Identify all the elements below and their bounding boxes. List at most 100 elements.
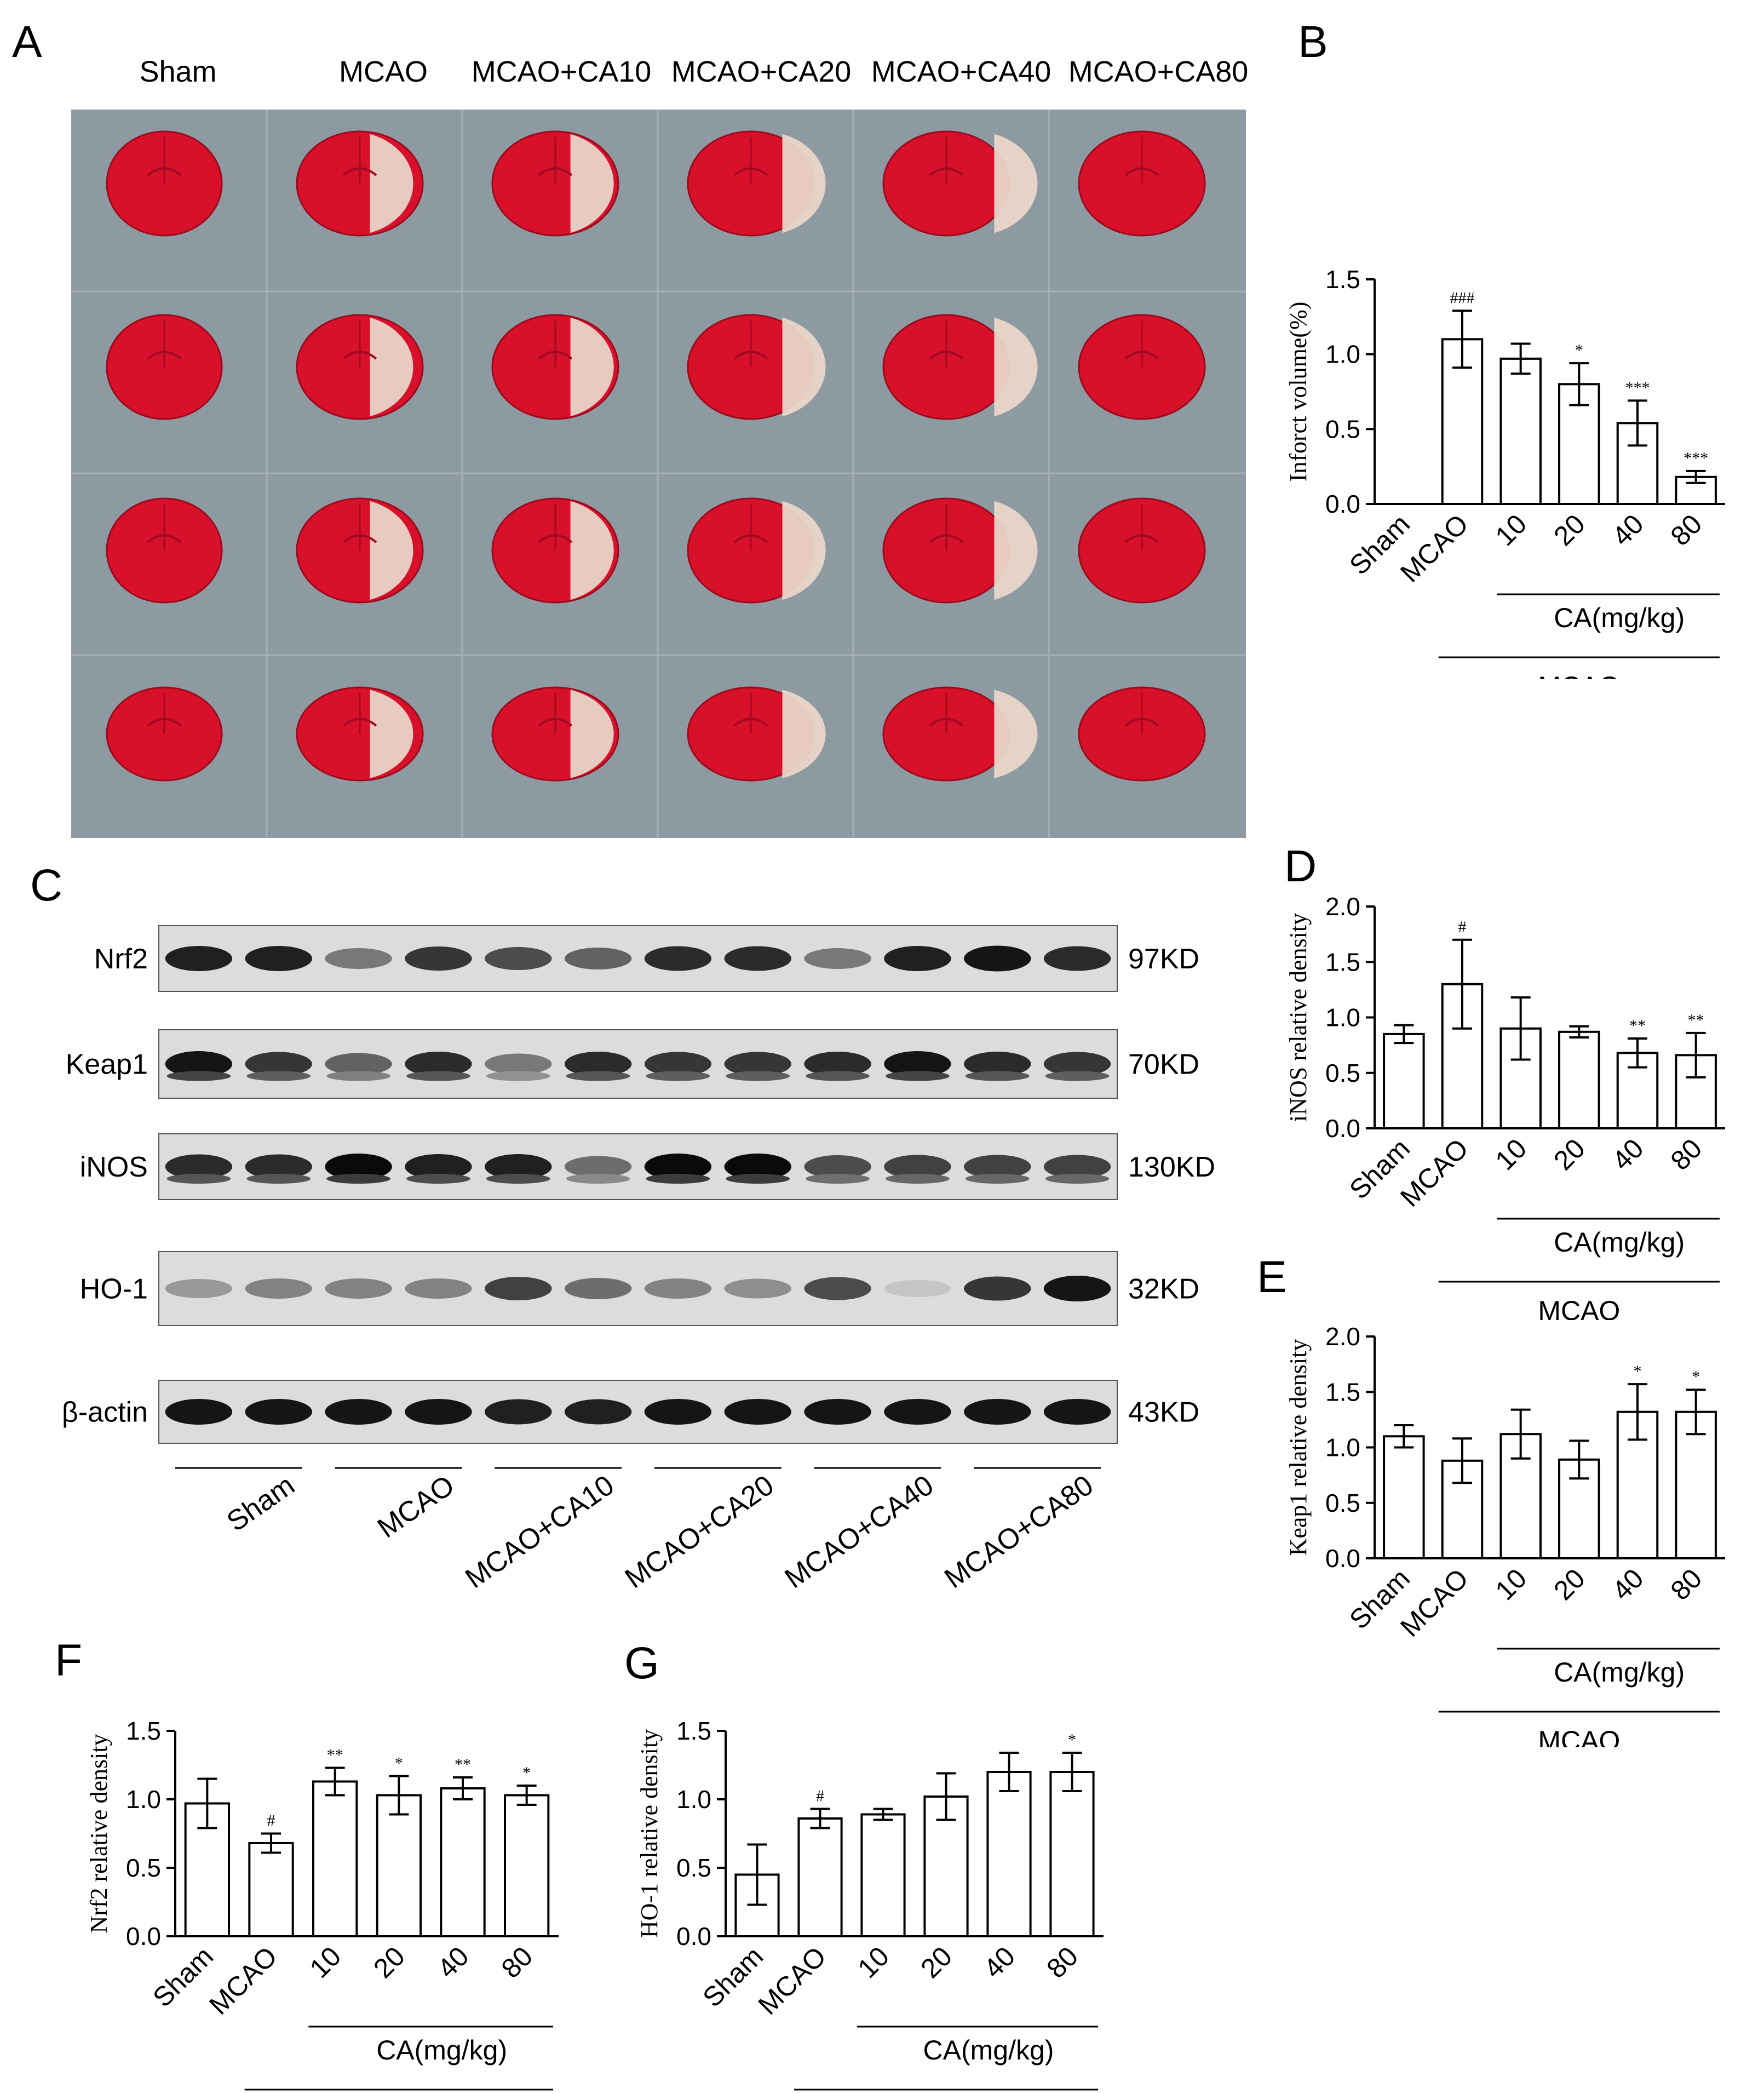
x-tick-label: 80 bbox=[1665, 1563, 1708, 1606]
error-bar bbox=[1452, 309, 1472, 369]
blot-band bbox=[884, 1280, 951, 1297]
error-bar bbox=[1062, 1752, 1082, 1792]
blot-band bbox=[964, 945, 1031, 972]
panel-a-header-ca10: MCAO+CA10 bbox=[471, 55, 652, 88]
x-tick-label: 80 bbox=[1665, 508, 1708, 552]
blot-band bbox=[644, 1052, 712, 1076]
blot-band bbox=[724, 946, 791, 971]
blot-band bbox=[246, 1174, 311, 1184]
y-tick-label: 0.5 bbox=[126, 1854, 161, 1882]
x-tick-label: MCAO bbox=[752, 1941, 832, 2021]
significance-mark: # bbox=[816, 1787, 824, 1805]
bar bbox=[797, 1817, 843, 1937]
blot-band bbox=[405, 1052, 472, 1076]
blot-band bbox=[245, 1154, 312, 1179]
blot-band bbox=[246, 1071, 311, 1081]
y-tick-label: 1.5 bbox=[1325, 1378, 1360, 1406]
significance-mark: ** bbox=[1629, 1017, 1646, 1035]
blot-band bbox=[245, 1278, 312, 1299]
y-tick-label: 2.0 bbox=[1325, 892, 1360, 921]
significance-mark: ** bbox=[327, 1746, 343, 1764]
blot-band bbox=[325, 948, 392, 969]
blot-band bbox=[806, 1174, 870, 1184]
brain-slice bbox=[491, 497, 619, 604]
brain-slice bbox=[296, 497, 424, 604]
brain-slice bbox=[491, 686, 619, 782]
y-tick-label: 0.5 bbox=[1325, 415, 1360, 443]
blot-band bbox=[486, 1071, 550, 1081]
panel-e-letter: E bbox=[1257, 1252, 1287, 1302]
blot-band bbox=[564, 948, 632, 969]
x-tick-label: 20 bbox=[1548, 1133, 1591, 1176]
blot-band bbox=[245, 1052, 312, 1076]
brain-slices-photo bbox=[71, 110, 1246, 838]
bar bbox=[312, 1780, 358, 1937]
x-tick-label: 40 bbox=[1606, 508, 1650, 552]
brain-slice bbox=[687, 686, 826, 782]
blot-band bbox=[405, 1278, 472, 1299]
blot-band bbox=[1043, 946, 1111, 971]
blot-band bbox=[405, 1399, 472, 1425]
blot-band bbox=[566, 1071, 630, 1081]
blot-band bbox=[1045, 1071, 1110, 1081]
blot-size-label: 97KD bbox=[1128, 943, 1199, 975]
error-bar bbox=[1510, 342, 1531, 375]
y-axis-label: Nrf2 relative density bbox=[88, 1734, 112, 1933]
brain-slice bbox=[106, 497, 223, 604]
panel-a-header-mcao: MCAO bbox=[339, 55, 428, 88]
blot-band bbox=[886, 1174, 950, 1184]
blot-band bbox=[884, 1399, 951, 1425]
blot-protein-label: Keap1 bbox=[66, 1049, 148, 1081]
model-label: MCAO bbox=[1538, 1295, 1620, 1320]
bar bbox=[376, 1794, 422, 1937]
brain-slice bbox=[1078, 497, 1206, 604]
x-tick-label: 40 bbox=[1606, 1563, 1650, 1606]
error-bar bbox=[389, 1775, 409, 1816]
blot-strip bbox=[158, 1380, 1118, 1444]
brain-slice bbox=[882, 497, 1038, 604]
error-bar bbox=[1628, 1037, 1647, 1069]
error-bar bbox=[1394, 1024, 1414, 1045]
blot-band bbox=[564, 1399, 632, 1425]
y-tick-label: 0.0 bbox=[1325, 490, 1360, 518]
blot-band bbox=[245, 946, 312, 971]
x-tick-label: 40 bbox=[432, 1941, 475, 1984]
blot-band bbox=[325, 1053, 392, 1075]
brain-slice bbox=[106, 314, 223, 420]
error-bar bbox=[1452, 938, 1472, 1030]
error-bar bbox=[197, 1777, 217, 1829]
blot-band bbox=[646, 1071, 710, 1081]
bar bbox=[986, 1771, 1032, 1937]
blot-band bbox=[964, 1052, 1031, 1076]
significance-mark: * bbox=[1692, 1368, 1700, 1386]
bar bbox=[1499, 357, 1542, 505]
panel-b-letter: B bbox=[1298, 17, 1328, 67]
blot-band bbox=[166, 1174, 231, 1184]
brain-slice bbox=[296, 314, 424, 420]
brain-slice bbox=[687, 497, 826, 604]
y-tick-label: 0.5 bbox=[1325, 1489, 1360, 1517]
error-bar bbox=[1628, 1383, 1647, 1441]
error-bar bbox=[325, 1766, 345, 1797]
y-axis-label: iNOS relative density bbox=[1285, 913, 1312, 1122]
blot-band bbox=[405, 946, 472, 971]
x-tick-label: MCAO bbox=[1394, 508, 1474, 588]
brain-slice bbox=[687, 314, 826, 420]
blot-band bbox=[804, 1155, 871, 1178]
blot-band bbox=[644, 946, 712, 971]
brain-slice bbox=[882, 314, 1038, 420]
blot-band bbox=[646, 1174, 710, 1184]
x-tick-label: MCAO bbox=[1394, 1563, 1474, 1643]
blot-band bbox=[965, 1071, 1030, 1081]
significance-mark: *** bbox=[1625, 378, 1650, 397]
brain-slice bbox=[106, 130, 223, 237]
dose-label: CA(mg/kg) bbox=[1554, 1227, 1685, 1258]
x-tick-label: 40 bbox=[978, 1941, 1021, 1984]
y-tick-label: 0.0 bbox=[676, 1922, 711, 1950]
blot-band bbox=[165, 1154, 233, 1179]
error-bar bbox=[1569, 1025, 1589, 1039]
y-tick-label: 0.0 bbox=[1325, 1114, 1360, 1143]
x-tick-label: 10 bbox=[1490, 508, 1533, 552]
significance-mark: ### bbox=[1450, 289, 1475, 307]
